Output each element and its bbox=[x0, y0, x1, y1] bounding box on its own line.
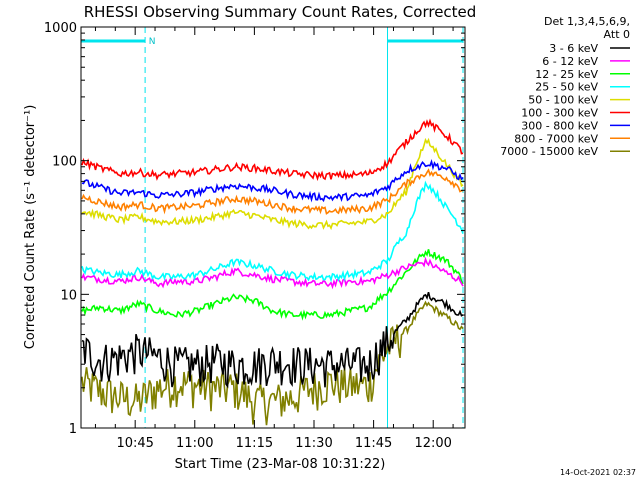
x-tick-label: 11:45 bbox=[355, 436, 392, 451]
night-label: N bbox=[149, 37, 156, 47]
y-tick-label: 1 bbox=[69, 422, 77, 437]
series-line bbox=[81, 300, 464, 426]
series-line bbox=[81, 137, 464, 231]
legend-label: 800 - 7000 keV bbox=[514, 132, 598, 145]
series-line bbox=[81, 168, 463, 215]
series-line bbox=[81, 118, 464, 182]
x-tick-label: 11:00 bbox=[176, 436, 213, 451]
plot-frame bbox=[80, 26, 466, 429]
series-line bbox=[81, 180, 464, 283]
legend-label: 25 - 50 keV bbox=[535, 81, 598, 94]
series-lines bbox=[81, 118, 464, 426]
legend-label: 100 - 300 keV bbox=[521, 107, 598, 120]
legend-label: 12 - 25 keV bbox=[535, 68, 598, 81]
legend-label: 300 - 800 keV bbox=[521, 119, 598, 132]
series-line bbox=[81, 291, 464, 389]
night-markers: N bbox=[80, 27, 464, 428]
legend-label: 3 - 6 keV bbox=[549, 42, 598, 55]
chart-title: RHESSI Observing Summary Count Rates, Co… bbox=[84, 3, 477, 21]
series-line bbox=[81, 159, 464, 203]
legend-label: 7000 - 15000 keV bbox=[500, 145, 598, 158]
y-tick-label: 10 bbox=[60, 288, 77, 303]
x-tick-label: 11:15 bbox=[236, 436, 273, 451]
x-axis-label: Start Time (23-Mar-08 10:31:22) bbox=[175, 457, 386, 472]
series-line bbox=[81, 256, 464, 290]
legend-label: 6 - 12 keV bbox=[542, 55, 598, 68]
x-tick-label: 10:45 bbox=[116, 436, 153, 451]
legend-header-line-1: Det 1,3,4,5,6,9, bbox=[544, 15, 630, 28]
x-tick-label: 12:00 bbox=[414, 436, 451, 451]
x-tick-label: 11:30 bbox=[295, 436, 332, 451]
legend-header-line-2: Att 0 bbox=[604, 28, 630, 41]
legend-label: 50 - 100 keV bbox=[528, 94, 598, 107]
y-tick-label: 100 bbox=[52, 155, 77, 170]
y-axis-label: Corrected Count Rate (s⁻¹ detector⁻¹) bbox=[23, 105, 38, 350]
footer-timestamp: 14-Oct-2021 02:37 bbox=[560, 468, 636, 477]
x-axis: 10:45 11:00 11:15 11:30 11:45 12:00 bbox=[94, 27, 454, 451]
y-tick-label: 1000 bbox=[44, 21, 77, 36]
series-line bbox=[81, 249, 464, 321]
y-axis: 1 10 100 1000 bbox=[44, 21, 465, 437]
